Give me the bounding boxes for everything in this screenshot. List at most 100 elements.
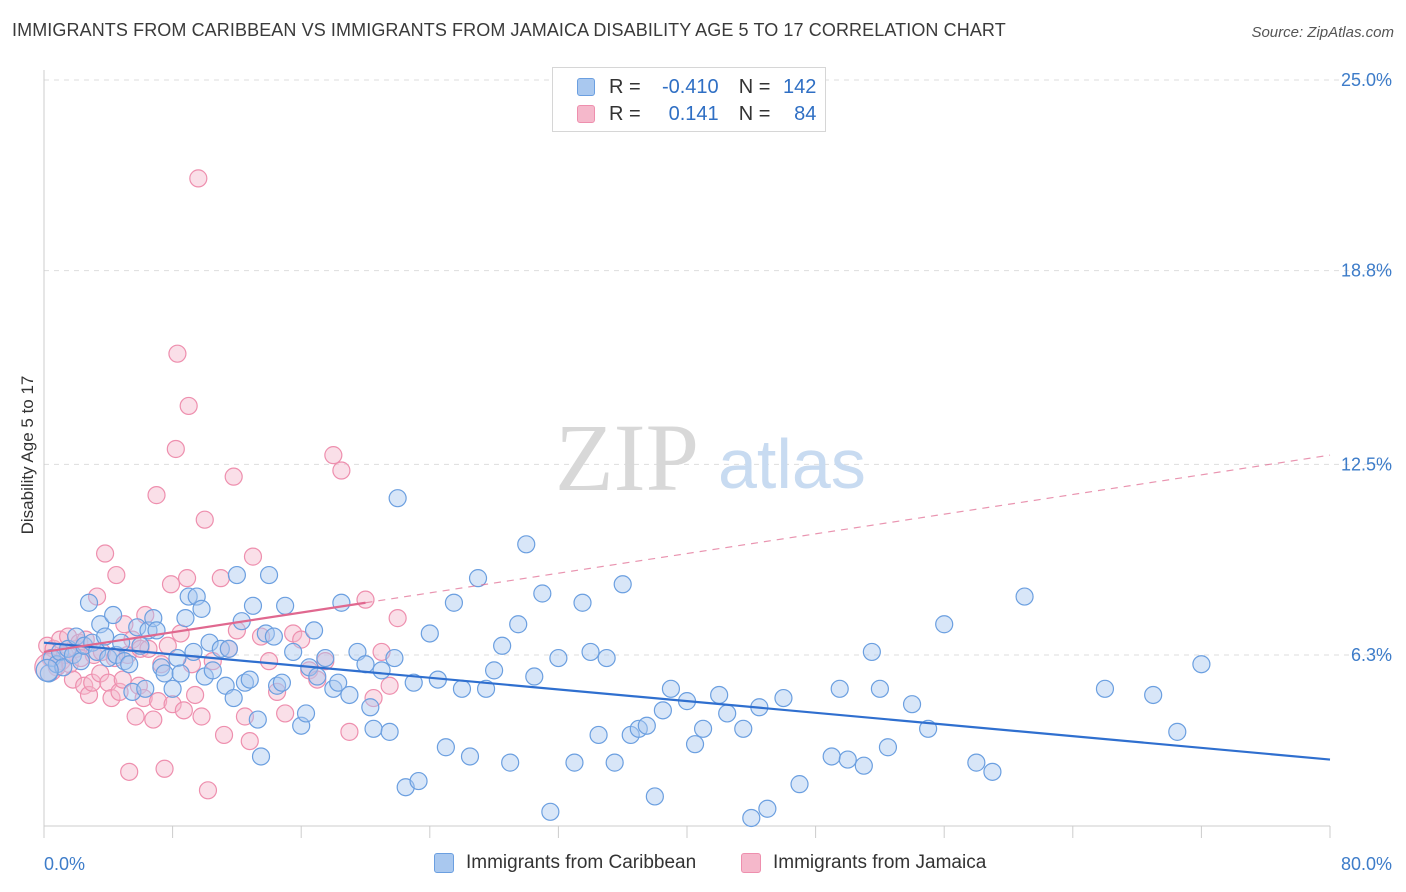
caribbean-point xyxy=(565,753,584,772)
caribbean-point xyxy=(935,615,954,634)
caribbean-point xyxy=(176,609,195,628)
caribbean-point xyxy=(710,685,729,705)
caribbean-point xyxy=(1192,655,1211,674)
caribbean-point xyxy=(155,664,174,683)
caribbean-point xyxy=(541,802,560,821)
caribbean-legend-swatch xyxy=(434,853,454,873)
caribbean-point xyxy=(79,593,99,612)
caribbean-point xyxy=(476,679,496,698)
caribbean-point xyxy=(830,679,849,698)
caribbean-point xyxy=(272,673,292,692)
caribbean-point xyxy=(259,565,279,585)
legend-row-caribbean: R = -0.410 N = 142 xyxy=(577,74,816,100)
caribbean-point xyxy=(436,738,455,757)
caribbean-point xyxy=(115,652,134,671)
caribbean-point xyxy=(517,535,536,554)
jamaica-point xyxy=(198,781,218,800)
caribbean-point xyxy=(264,627,283,646)
caribbean-point xyxy=(653,701,672,720)
caribbean-point xyxy=(822,747,841,766)
caribbean-point xyxy=(340,685,359,705)
jamaica-point xyxy=(166,439,185,459)
jamaica-point xyxy=(224,467,243,486)
chart-title: IMMIGRANTS FROM CARIBBEAN VS IMMIGRANTS … xyxy=(12,20,1006,40)
jamaica-point xyxy=(179,396,198,416)
caribbean-trend-line xyxy=(43,641,1331,761)
caribbean-legend-label: Immigrants from Caribbean xyxy=(466,852,697,873)
caribbean-point xyxy=(120,655,139,674)
caribbean-point xyxy=(452,679,472,698)
caribbean-point xyxy=(1144,685,1163,705)
caribbean-point xyxy=(372,661,391,680)
y-tick-label: 12.5% xyxy=(1341,454,1392,474)
jamaica-point xyxy=(195,510,214,529)
caribbean-point xyxy=(878,738,898,757)
caribbean-point xyxy=(284,642,303,662)
caribbean-point xyxy=(862,642,881,662)
n-value: 84 xyxy=(794,102,817,125)
caribbean-point xyxy=(356,655,375,674)
caribbean-point xyxy=(661,679,681,698)
caribbean-point xyxy=(385,648,404,668)
tick-labels: 6.3% 12.5% 18.8% 25.0% 0.0% 80.0% xyxy=(44,70,1392,874)
jamaica-point xyxy=(267,682,287,701)
caribbean-point xyxy=(128,618,147,637)
jamaica-legend-swatch xyxy=(741,853,761,873)
jamaica-point xyxy=(107,565,126,585)
jamaica-point xyxy=(251,627,271,646)
jamaica-point xyxy=(163,695,182,714)
caribbean-point xyxy=(324,679,343,698)
caribbean-point xyxy=(493,636,512,655)
caribbean-point xyxy=(388,489,407,508)
caribbean-point xyxy=(364,719,383,738)
n-label: N = xyxy=(738,102,771,125)
jamaica-point xyxy=(324,446,343,465)
caribbean-point xyxy=(104,605,123,625)
jamaica-point xyxy=(186,685,205,705)
jamaica-trend-extension xyxy=(365,454,1331,604)
caribbean-point xyxy=(200,633,219,652)
caribbean-point xyxy=(168,648,187,668)
caribbean-point xyxy=(171,664,190,683)
caribbean-point xyxy=(1168,722,1187,741)
caribbean-point xyxy=(227,565,246,585)
caribbean-point xyxy=(734,719,753,738)
jamaica-point xyxy=(168,344,187,363)
jamaica-swatch xyxy=(577,105,595,123)
n-value: 142 xyxy=(783,75,817,98)
jamaica-trend-line xyxy=(43,601,366,654)
caribbean-point xyxy=(501,753,520,772)
jamaica-point xyxy=(340,722,359,741)
caribbean-point xyxy=(380,722,399,741)
caribbean-point xyxy=(573,593,592,612)
caribbean-point xyxy=(645,787,664,806)
series-legend-jamaica: Immigrants from Jamaica xyxy=(741,852,986,874)
n-label: N = xyxy=(738,75,771,98)
r-label: R = xyxy=(609,102,641,125)
caribbean-point xyxy=(581,642,600,662)
caribbean-point xyxy=(613,575,632,594)
caribbean-point xyxy=(637,716,656,735)
jamaica-point xyxy=(276,704,295,723)
caribbean-point xyxy=(203,661,222,680)
jamaica-point xyxy=(149,692,168,711)
caribbean-point xyxy=(485,661,504,680)
caribbean-point xyxy=(597,648,616,668)
caribbean-point xyxy=(409,771,428,791)
caribbean-point xyxy=(444,593,464,612)
grid-lines xyxy=(44,79,1392,656)
jamaica-point xyxy=(63,670,83,689)
caribbean-point xyxy=(549,648,568,668)
jamaica-point xyxy=(120,762,139,781)
caribbean-point xyxy=(54,658,73,677)
jamaica-point xyxy=(332,461,351,480)
caribbean-point xyxy=(235,673,255,692)
jamaica-point xyxy=(174,701,193,720)
jamaica-legend-label: Immigrants from Jamaica xyxy=(773,852,987,873)
legend-row-jamaica: R = 0.141 N = 84 xyxy=(577,101,816,127)
caribbean-point xyxy=(790,775,809,794)
caribbean-point xyxy=(240,670,259,689)
jamaica-point xyxy=(259,652,279,671)
caribbean-point xyxy=(296,704,316,723)
